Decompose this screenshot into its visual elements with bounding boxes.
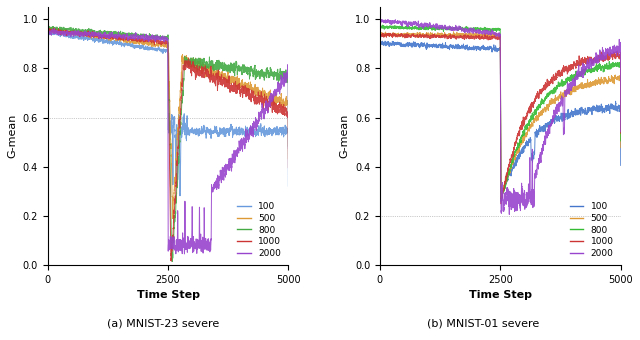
Text: (a) MNIST-23 severe: (a) MNIST-23 severe: [107, 318, 220, 328]
Legend: 100, 500, 800, 1000, 2000: 100, 500, 800, 1000, 2000: [567, 200, 616, 261]
Text: (b) MNIST-01 severe: (b) MNIST-01 severe: [427, 318, 540, 328]
X-axis label: Time Step: Time Step: [469, 290, 532, 301]
Y-axis label: G-mean: G-mean: [7, 114, 17, 158]
X-axis label: Time Step: Time Step: [136, 290, 200, 301]
Y-axis label: G-mean: G-mean: [339, 114, 349, 158]
Legend: 100, 500, 800, 1000, 2000: 100, 500, 800, 1000, 2000: [235, 200, 284, 261]
